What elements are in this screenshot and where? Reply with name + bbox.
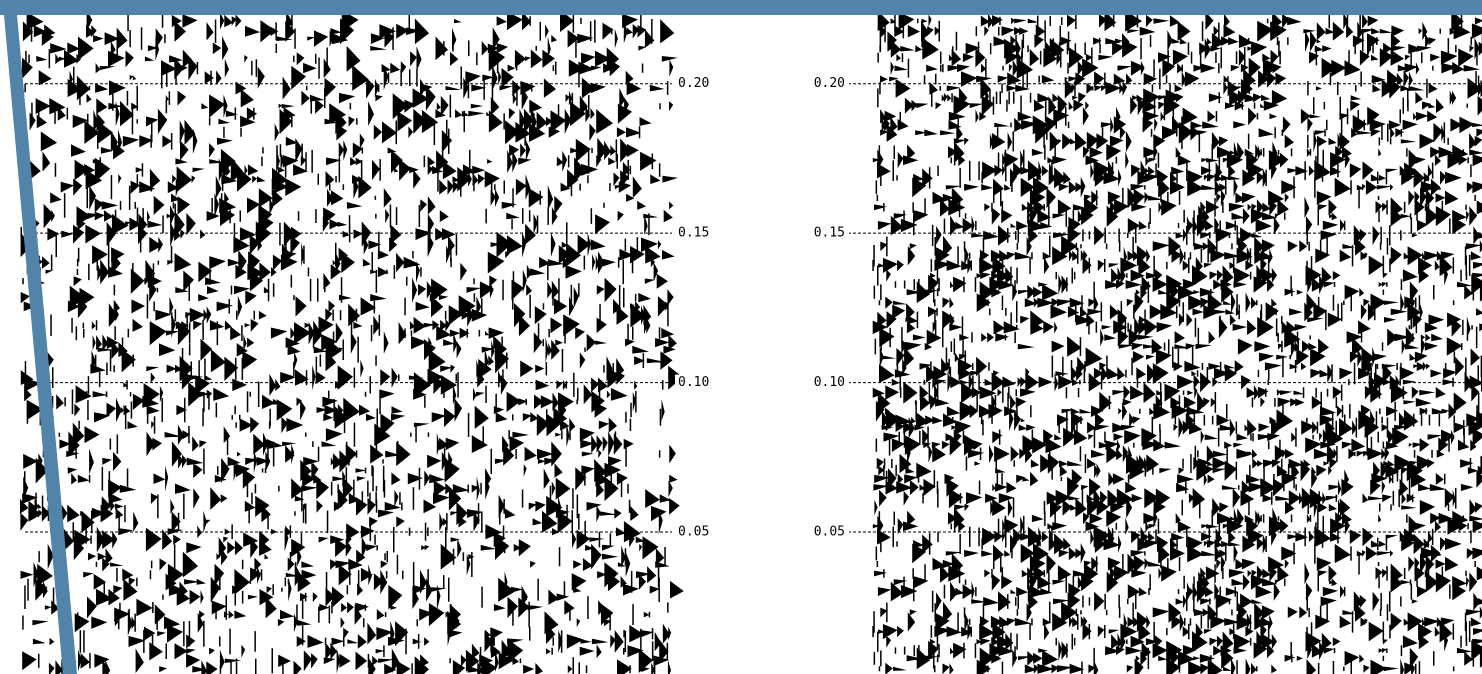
y-tick-label: 0.15 bbox=[814, 226, 845, 241]
y-tick-label: 0.05 bbox=[814, 525, 845, 540]
y-tick-label: 0.20 bbox=[678, 76, 709, 91]
page: {"chart_data": [ {"type": "wiggle", "yli… bbox=[0, 0, 1482, 674]
y-tick-label: 0.20 bbox=[814, 76, 845, 91]
y-tick-label: 0.10 bbox=[678, 375, 709, 390]
y-tick-label: 0.05 bbox=[678, 525, 709, 540]
top-bar bbox=[0, 0, 1482, 15]
y-tick-label: 0.15 bbox=[678, 226, 709, 241]
y-tick-label: 0.10 bbox=[814, 375, 845, 390]
screenshot: 0.05 0.10 0.15 0.20 0.05 0.10 0.15 0.20 bbox=[0, 0, 1482, 674]
